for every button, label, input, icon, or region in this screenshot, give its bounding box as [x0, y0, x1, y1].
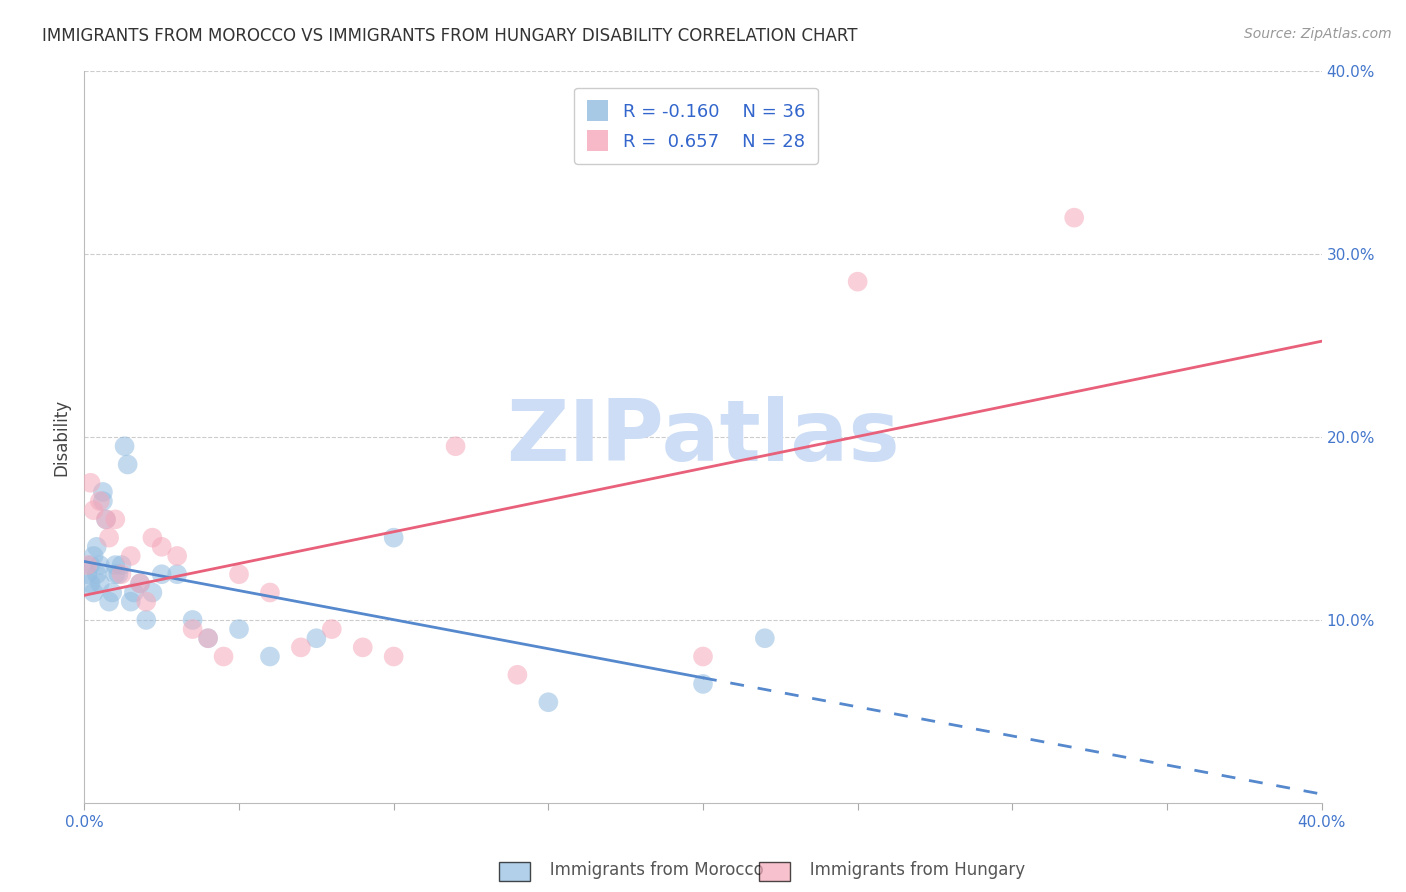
Point [98, 531, 121, 545]
Point [91, 485, 114, 500]
Point [94, 512, 117, 526]
Point [259, 585, 281, 599]
Point [120, 594, 142, 608]
Point [228, 567, 250, 582]
Point [181, 622, 204, 636]
Point [86, 567, 108, 582]
Text: ZIPatlas: ZIPatlas [506, 395, 900, 479]
Point [79, 576, 101, 591]
Point [228, 622, 250, 636]
Point [846, 275, 869, 289]
Point [197, 632, 219, 646]
Point [117, 458, 139, 472]
Point [83, 549, 105, 563]
Point [89, 494, 111, 508]
Y-axis label: Disability: Disability [52, 399, 70, 475]
Point [110, 567, 132, 582]
Point [141, 531, 163, 545]
Point [537, 695, 560, 709]
Point [76, 558, 98, 573]
Point [382, 649, 405, 664]
Point [89, 558, 111, 573]
Point [104, 567, 127, 582]
Point [114, 439, 136, 453]
Point [89, 576, 111, 591]
Point [104, 558, 127, 573]
Point [101, 585, 124, 599]
Point [444, 439, 467, 453]
Point [120, 549, 142, 563]
Point [166, 549, 188, 563]
Point [754, 632, 776, 646]
Point [321, 622, 343, 636]
Point [141, 585, 163, 599]
Point [382, 531, 405, 545]
Point [79, 475, 101, 490]
Point [1063, 211, 1085, 225]
Point [104, 512, 127, 526]
Point [150, 540, 173, 554]
Point [76, 567, 98, 582]
Point [692, 649, 714, 664]
Point [129, 576, 152, 591]
Text: Source: ZipAtlas.com: Source: ZipAtlas.com [1244, 27, 1392, 41]
Point [212, 649, 235, 664]
Point [129, 576, 152, 591]
Text: Immigrants from Hungary: Immigrants from Hungary [794, 861, 1025, 879]
Legend: R = -0.160    N = 36, R =  0.657    N = 28: R = -0.160 N = 36, R = 0.657 N = 28 [574, 87, 818, 164]
Point [135, 613, 157, 627]
Point [692, 677, 714, 691]
Text: Immigrants from Morocco: Immigrants from Morocco [534, 861, 763, 879]
Point [166, 567, 188, 582]
Point [506, 667, 529, 681]
Point [352, 640, 374, 655]
Point [91, 494, 114, 508]
Point [197, 632, 219, 646]
Point [94, 512, 117, 526]
Point [98, 594, 121, 608]
Point [107, 567, 129, 582]
Point [110, 558, 132, 573]
Point [290, 640, 312, 655]
Point [86, 540, 108, 554]
Point [150, 567, 173, 582]
Point [83, 503, 105, 517]
Point [83, 585, 105, 599]
Point [305, 632, 328, 646]
Point [122, 585, 145, 599]
Point [259, 649, 281, 664]
Point [181, 613, 204, 627]
Text: IMMIGRANTS FROM MOROCCO VS IMMIGRANTS FROM HUNGARY DISABILITY CORRELATION CHART: IMMIGRANTS FROM MOROCCO VS IMMIGRANTS FR… [42, 27, 858, 45]
Point [135, 594, 157, 608]
Point [79, 558, 101, 573]
